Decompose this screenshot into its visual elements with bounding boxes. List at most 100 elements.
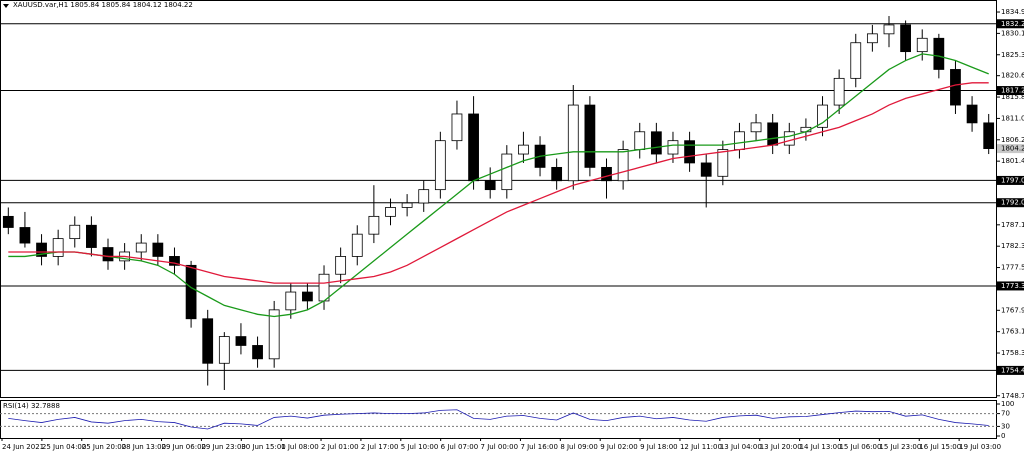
x-tick-label: 25 Jun 20:00 [82, 443, 126, 451]
x-tick-label: 1 Jul 08:00 [281, 443, 319, 451]
candle-body [52, 238, 64, 257]
y-tick-label: 1830.10 [1001, 29, 1024, 37]
level-label-box [997, 175, 1024, 185]
candle-body [484, 180, 496, 191]
x-tick-label: 13 Jul 20:00 [760, 443, 802, 451]
candle-body [817, 104, 828, 128]
y-tick-label: 1820.60 [1001, 72, 1024, 80]
level-label: 1797.07 [1001, 176, 1024, 184]
candle-body [850, 42, 862, 79]
x-tick-label: 6 Jul 07:00 [441, 443, 479, 451]
candle-body [551, 166, 563, 182]
level-label: 1792.07 [1001, 199, 1024, 207]
candle-body [418, 189, 430, 204]
candle-body [634, 131, 646, 150]
y-tick-label: 1763.10 [1001, 328, 1024, 336]
candle-body [883, 24, 895, 35]
level-label-box [997, 86, 1024, 96]
candle-body [185, 264, 197, 320]
candle-body [318, 273, 330, 302]
candle-body [302, 291, 313, 302]
rsi-tick-label: 100 [1001, 400, 1014, 408]
y-tick-label: 1806.20 [1001, 136, 1024, 144]
level-label: 1754.40 [1001, 366, 1024, 374]
y-tick-label: 1758.30 [1001, 349, 1024, 357]
y-tick-label: 1825.30 [1001, 51, 1024, 59]
candle-body [966, 104, 978, 124]
candle-body [518, 144, 529, 155]
x-tick-label: 28 Jun 13:00 [122, 443, 166, 451]
level-label-box [997, 365, 1024, 375]
candle-body [351, 233, 363, 257]
main-panel [0, 0, 997, 398]
x-tick-label: 30 Jun 15:00 [241, 443, 285, 451]
moving-average [8, 53, 989, 318]
candle-body [169, 256, 180, 266]
y-tick-label: 1834.90 [1001, 8, 1024, 16]
level-label-box [997, 198, 1024, 208]
candle-body [268, 309, 280, 360]
candle-body [916, 37, 928, 53]
candle-body [767, 122, 779, 146]
candle-body [335, 256, 347, 275]
rsi-tick-label: 0 [1001, 432, 1005, 440]
x-tick-label: 16 Jul 15:00 [919, 443, 961, 451]
level-label: 1773.37 [1001, 282, 1024, 290]
candle-body [451, 113, 463, 142]
candle-body [717, 149, 729, 177]
candle-body [252, 345, 263, 360]
candle-body [434, 140, 446, 191]
candle-body [750, 122, 762, 133]
x-tick-label: 13 Jul 04:00 [720, 443, 762, 451]
candle-body [401, 202, 413, 208]
candle-body [218, 336, 230, 364]
candle-body [69, 224, 81, 240]
candle-body [152, 242, 164, 257]
candle-body [385, 207, 396, 217]
level-label: 1832.26 [1001, 20, 1024, 28]
candle-body [833, 77, 845, 106]
y-tick-label: 1811.00 [1001, 114, 1024, 122]
candle-body [601, 166, 612, 182]
last-price-label: 1804.22 [1001, 145, 1024, 153]
x-tick-label: 12 Jul 11:00 [680, 443, 722, 451]
candle-body [468, 113, 479, 182]
candle-body [202, 318, 214, 364]
rsi-tick-label: 70 [1001, 410, 1010, 418]
x-tick-label: 15 Jul 23:00 [879, 443, 921, 451]
x-tick-label: 2 Jul 01:00 [321, 443, 359, 451]
y-tick-label: 1801.40 [1001, 157, 1024, 165]
y-tick-label: 1748.70 [1001, 392, 1024, 400]
y-tick-label: 1777.50 [1001, 264, 1024, 272]
rsi-panel [0, 400, 997, 439]
x-tick-label: 2 Jul 17:00 [361, 443, 399, 451]
candle-body [2, 215, 14, 228]
candle-body [933, 37, 945, 70]
candle-body [368, 215, 380, 235]
x-tick-label: 29 Jun 06:00 [162, 443, 206, 451]
candle-body [734, 131, 745, 150]
rsi-line [8, 409, 989, 430]
x-tick-label: 7 Jul 16:00 [520, 443, 558, 451]
candle-body [983, 122, 995, 150]
menu-arrow [3, 4, 9, 8]
moving-average [8, 82, 989, 284]
x-tick-label: 9 Jul 02:00 [600, 443, 638, 451]
x-tick-label: 7 Jul 00:00 [481, 443, 519, 451]
candle-body [617, 149, 629, 182]
candle-body [285, 291, 297, 311]
level-label-box [997, 19, 1024, 29]
candle-body [567, 104, 579, 182]
candle-body [900, 24, 911, 53]
x-tick-label: 8 Jul 09:00 [560, 443, 598, 451]
rsi-tick-label: 30 [1001, 422, 1010, 430]
y-tick-label: 1782.30 [1001, 242, 1024, 250]
candle-body [950, 69, 961, 106]
candle-body [86, 224, 97, 248]
candle-body [700, 162, 712, 177]
candle-body [584, 104, 596, 168]
x-tick-label: 15 Jul 06:00 [839, 443, 881, 451]
candle-body [667, 140, 679, 155]
candle-body [235, 336, 247, 346]
y-tick-label: 1815.80 [1001, 93, 1024, 101]
